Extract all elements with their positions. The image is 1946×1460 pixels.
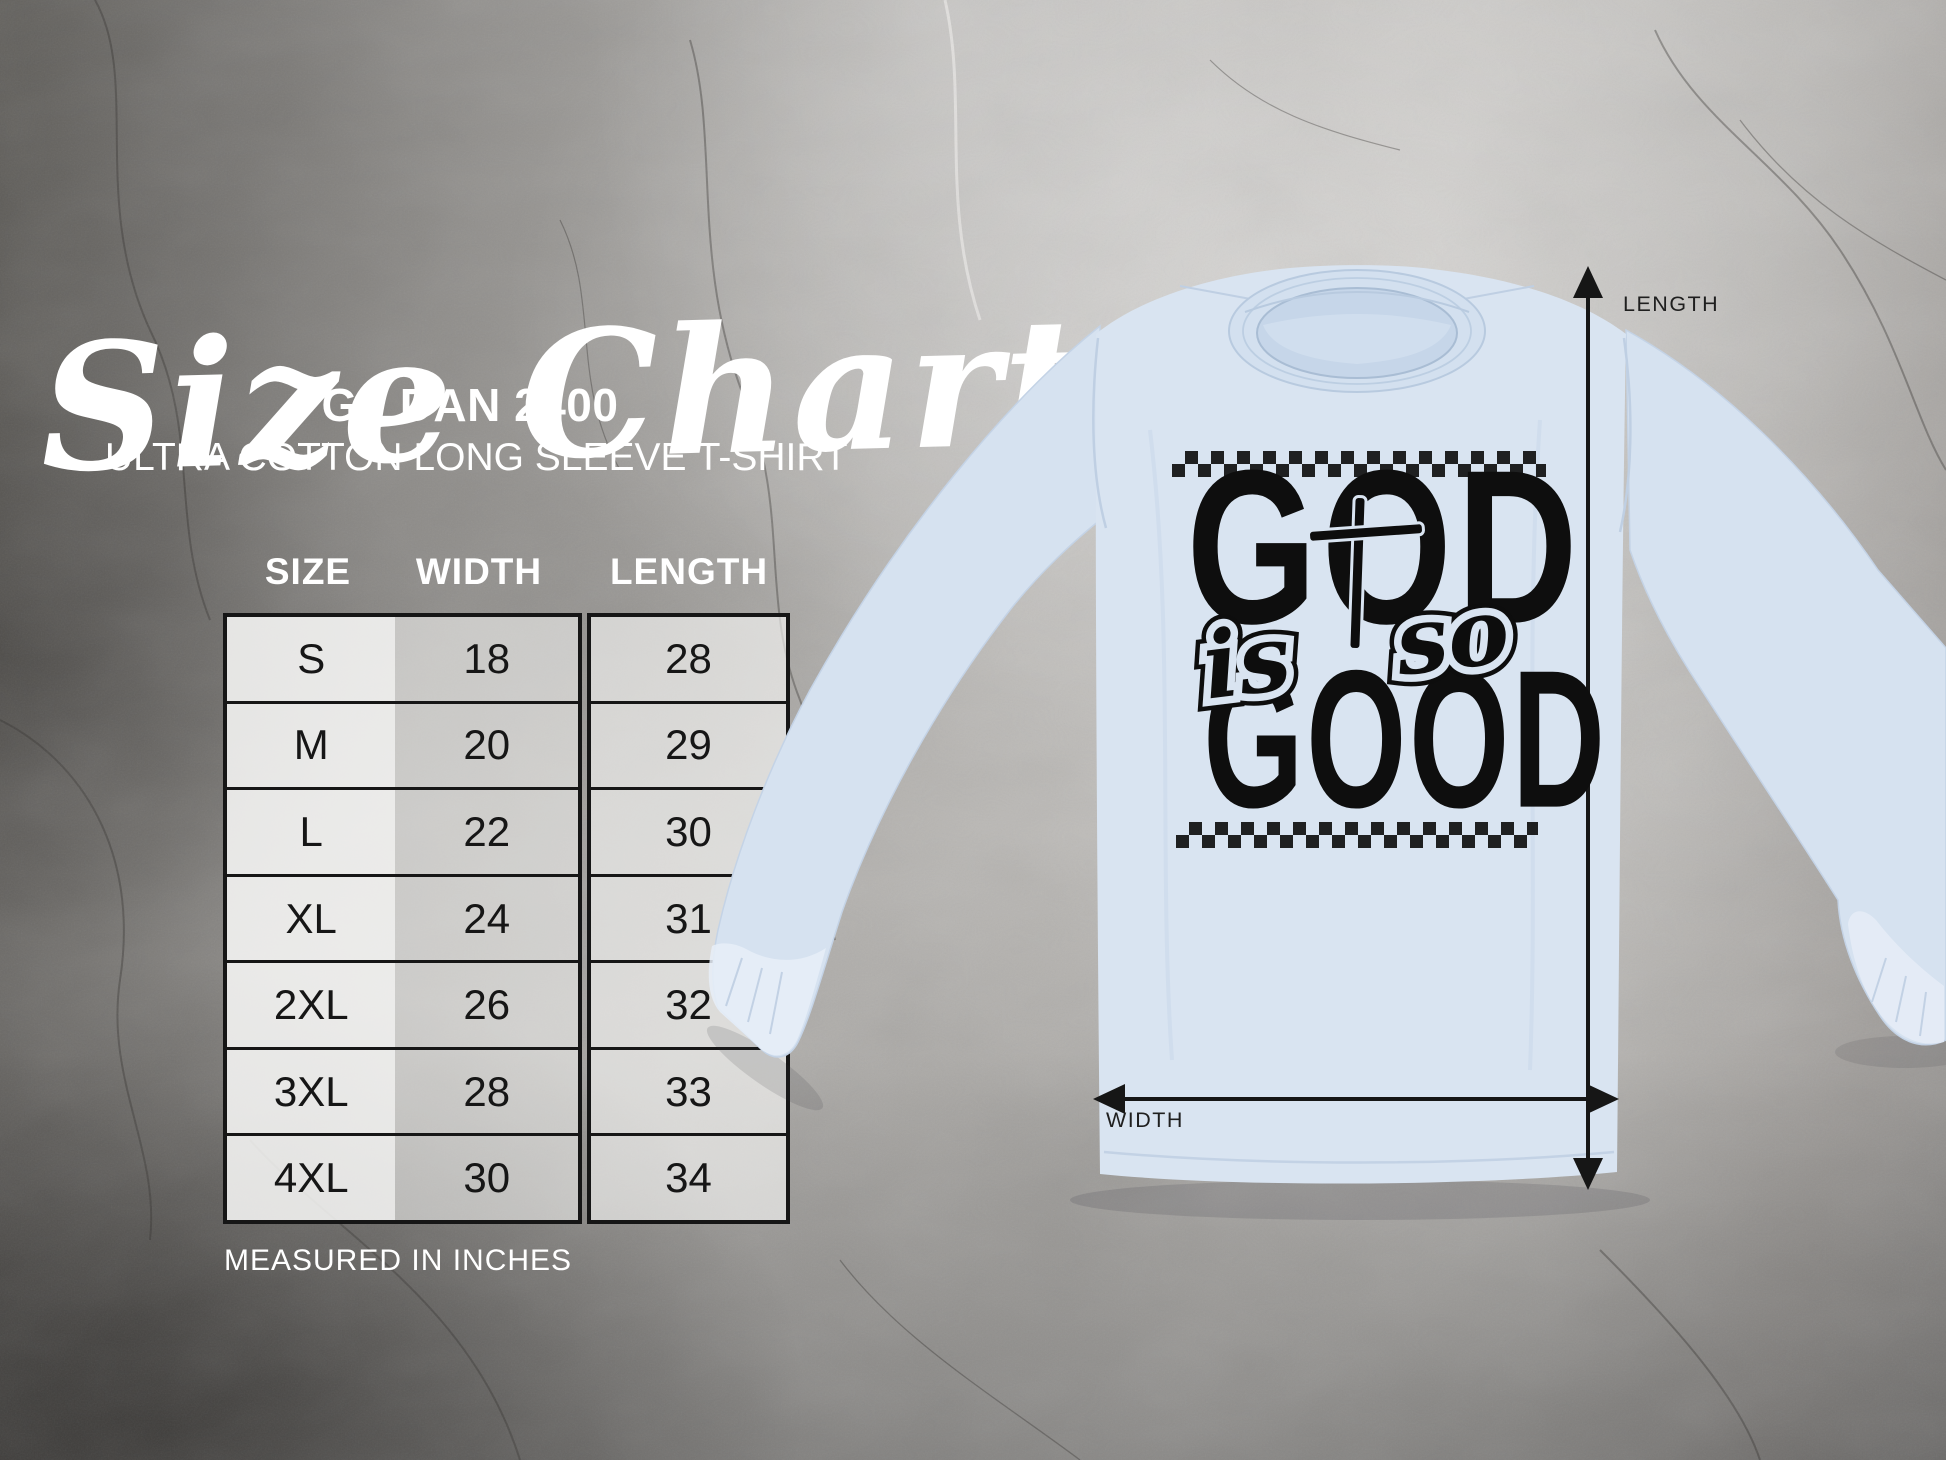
width-label: WIDTH [1106, 1108, 1184, 1132]
cell-width: 26 [395, 963, 578, 1047]
checkerboard-strip-top [1172, 451, 1546, 477]
column-header-length: LENGTH [609, 551, 769, 592]
checkerboard-strip-bottom [1176, 822, 1538, 848]
crew-neck-collar [1228, 269, 1486, 393]
cell-width: 28 [395, 1049, 578, 1134]
cell-size: L [227, 790, 396, 874]
table-row: 28 [591, 617, 786, 704]
left-cuff-folds [725, 957, 783, 1035]
right-cuff [1848, 911, 1944, 1044]
cell-size: XL [227, 876, 396, 961]
cell-size: 3XL [227, 1049, 396, 1134]
hem-stitch [1103, 1150, 1615, 1164]
table-row: S 18 [227, 617, 578, 704]
cell-size: M [227, 703, 396, 788]
table-row: M 20 [227, 703, 578, 791]
table-row: 2XL 26 [227, 963, 578, 1050]
cell-width: 30 [395, 1136, 578, 1221]
cell-width: 24 [395, 876, 578, 961]
table-row: 3XL 28 [227, 1049, 578, 1137]
cell-width: 18 [395, 617, 578, 701]
length-label: LENGTH [1623, 292, 1720, 316]
table-column-headers: SIZE WIDTH LENGTH [223, 551, 790, 593]
product-line: ULTRA COTTON LONG SLEEVE T-SHIRT [105, 436, 848, 479]
brand-line: GILDAN 2400 [321, 379, 619, 431]
table-block-size-width: S 18 M 20 L 22 XL 24 2XL 26 [223, 613, 582, 1224]
table-row: 29 [591, 703, 786, 791]
cell-length: 29 [591, 703, 786, 788]
table-row: 4XL 30 [227, 1136, 578, 1221]
length-arrow [1573, 266, 1603, 1190]
table-row: XL 24 [227, 876, 578, 964]
table-row: 34 [591, 1136, 786, 1221]
print-word-god: GOD [1186, 423, 1583, 670]
left-sleeve [711, 324, 1101, 1058]
cell-size: S [227, 617, 396, 701]
cell-size: 4XL [227, 1136, 396, 1221]
armhole-seams [1092, 337, 1632, 533]
table-row: L 22 [227, 790, 578, 877]
width-arrow [1093, 1084, 1619, 1114]
cell-width: 22 [395, 790, 578, 874]
cell-size: 2XL [227, 963, 396, 1047]
shirt-body [1095, 265, 1626, 1184]
right-cuff-folds [1871, 957, 1927, 1037]
cell-length: 28 [591, 617, 786, 701]
shoulder-seams [1179, 285, 1535, 301]
fabric-creases [1148, 419, 1542, 1071]
table-row: 33 [591, 1049, 786, 1137]
cell-length: 33 [591, 1049, 786, 1134]
cell-width: 20 [395, 703, 578, 788]
column-header-width: WIDTH [415, 551, 543, 592]
units-footnote: MEASURED IN INCHES [224, 1244, 573, 1277]
cell-length: 34 [591, 1136, 786, 1221]
right-sleeve [1625, 328, 1946, 1046]
column-header-size: SIZE [264, 551, 352, 592]
